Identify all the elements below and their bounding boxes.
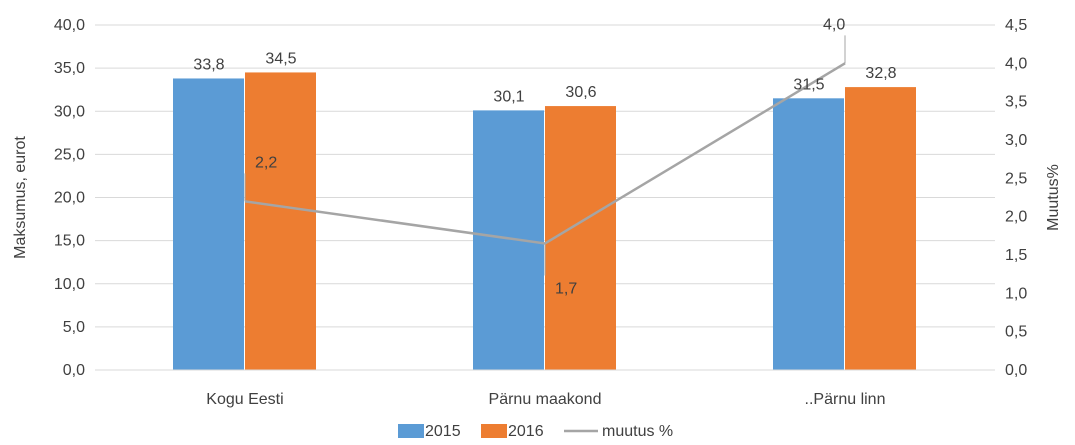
- y-tick-label: 40,0: [54, 17, 85, 34]
- y2-tick-label: 3,0: [1005, 132, 1027, 149]
- x-tick-label: ..Pärnu linn: [805, 391, 886, 408]
- data-labels: 33,8 30,1 31,5 34,5 30,6 32,8 2,2 1,7 4,0: [193, 16, 896, 297]
- bar-2015: [473, 110, 544, 370]
- y2-tick-label: 4,5: [1005, 17, 1027, 34]
- legend-swatch: [481, 424, 507, 438]
- bar-2016: [845, 87, 916, 370]
- bars: [173, 72, 916, 370]
- line-data-label: 1,7: [555, 281, 577, 298]
- y-tick-label: 0,0: [63, 362, 85, 379]
- y-tick-label: 25,0: [54, 146, 85, 163]
- y2-tick-label: 4,0: [1005, 55, 1027, 72]
- line-data-label: 2,2: [255, 154, 277, 171]
- bar-2015: [773, 98, 844, 370]
- y2-axis-title: Muutus%: [1045, 164, 1062, 231]
- bar-2015: [173, 78, 244, 370]
- legend-label: muutus %: [602, 423, 673, 440]
- bar-data-label: 30,1: [493, 88, 524, 105]
- line-data-label: 4,0: [823, 16, 845, 33]
- bar-data-label: 32,8: [865, 65, 896, 82]
- y-tick-label: 30,0: [54, 103, 85, 120]
- y2-tick-label: 1,5: [1005, 247, 1027, 264]
- x-tick-label: Kogu Eesti: [206, 391, 283, 408]
- bar-data-label: 30,6: [565, 84, 596, 101]
- x-tick-label: Pärnu maakond: [489, 391, 602, 408]
- legend-label: 2015: [425, 423, 461, 440]
- y2-tick-label: 3,5: [1005, 94, 1027, 111]
- y-tick-label: 10,0: [54, 276, 85, 293]
- y-tick-label: 20,0: [54, 190, 85, 207]
- y2-tick-label: 0,0: [1005, 362, 1027, 379]
- y2-tick-label: 0,5: [1005, 324, 1027, 341]
- legend-swatch: [398, 424, 424, 438]
- bar-2016: [245, 72, 316, 370]
- bar-2016: [545, 106, 616, 370]
- bar-data-label: 33,8: [193, 56, 224, 73]
- y2-tick-label: 1,0: [1005, 285, 1027, 302]
- y2-tick-label: 2,5: [1005, 170, 1027, 187]
- legend-label: 2016: [508, 423, 544, 440]
- y2-tick-label: 2,0: [1005, 209, 1027, 226]
- y-tick-label: 15,0: [54, 233, 85, 250]
- y-axis-title: Maksumus, eurot: [12, 136, 29, 259]
- y-tick-label: 35,0: [54, 60, 85, 77]
- y-tick-label: 5,0: [63, 319, 85, 336]
- bar-data-label: 34,5: [265, 50, 296, 67]
- bar-data-label: 31,5: [793, 76, 824, 93]
- axes: 0,0 5,0 10,0 15,0 20,0 25,0 30,0 35,0 40,0 0,0 0,5…: [12, 17, 1062, 408]
- legend: 2015 2016 muutus %: [398, 423, 673, 440]
